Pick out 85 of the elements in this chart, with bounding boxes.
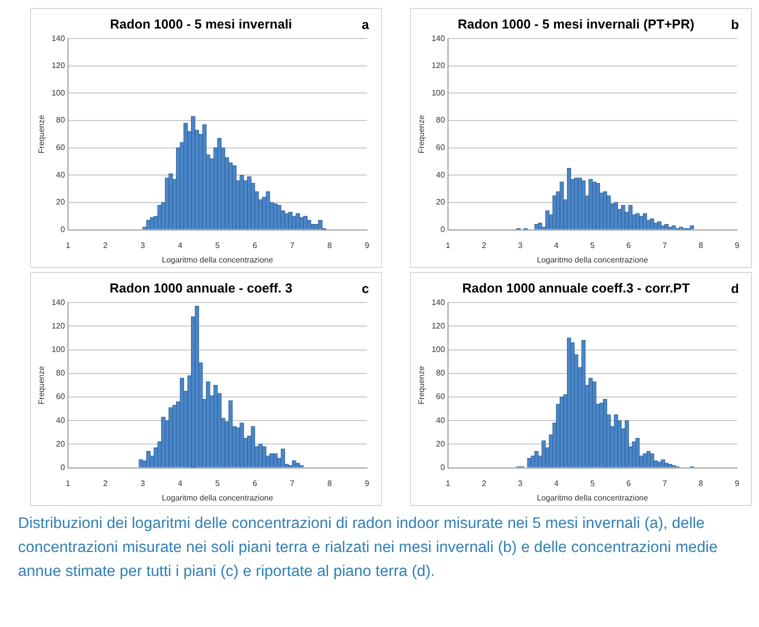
x-tick-label: 5 [215, 478, 220, 488]
text: Distribuzioni dei logaritmi delle concentrazioni di radon indoor misurate nei 5 mesi invernali (a), delle concentrazioni misurate nei soli piani terra e rialzati nei mesi invernali (b) e delle concentrazioni medie annue stimate per tutti i piani (c) e riportate al piano terra (d). [18, 514, 719, 582]
y-tick-label: 20 [436, 439, 446, 448]
y-tick-label: 40 [436, 170, 446, 180]
x-tick-label: 4 [178, 478, 183, 488]
y-tick-label: 20 [436, 198, 446, 207]
x-tick-label: 6 [252, 478, 258, 488]
x-tick-label: 8 [698, 240, 704, 250]
x-tick-label: 6 [626, 478, 632, 488]
y-tick-label: 0 [440, 225, 446, 234]
x-tick-label: 2 [103, 240, 108, 250]
x-tick-label: 9 [364, 240, 370, 250]
y-tick-label: 40 [436, 416, 446, 425]
chart-title: Radon 1000 - 5 mesi invernali [110, 16, 292, 32]
text: d [731, 281, 740, 296]
y-tick-label: 60 [436, 143, 446, 152]
text: a [362, 17, 370, 32]
x-tick-label: 7 [662, 478, 668, 488]
x-axis-title: Logaritmo della concentrazione [536, 255, 649, 264]
y-tick-label: 0 [440, 463, 446, 472]
x-tick-label: 5 [590, 240, 596, 250]
x-axis-title: Logaritmo della concentrazione [162, 493, 274, 502]
y-tick-label: 120 [52, 61, 66, 70]
x-tick-label: 6 [626, 240, 632, 250]
x-tick-label: 3 [518, 240, 523, 250]
y-tick-label: 100 [432, 345, 446, 354]
y-axis-title: Frequenze [417, 114, 426, 154]
x-tick-label: 2 [482, 478, 487, 488]
y-tick-label: 140 [52, 298, 66, 307]
text: c [362, 281, 369, 296]
x-tick-label: 1 [66, 240, 71, 250]
y-tick-label: 120 [432, 321, 446, 330]
x-tick-label: 9 [734, 478, 740, 488]
y-tick-label: 120 [52, 321, 66, 330]
x-tick-label: 7 [290, 478, 296, 488]
x-tick-label: 9 [734, 240, 740, 250]
x-tick-label: 7 [662, 240, 668, 250]
y-tick-label: 20 [56, 439, 66, 448]
y-tick-label: 60 [436, 392, 446, 402]
y-tick-label: 80 [56, 116, 66, 125]
x-tick-label: 4 [178, 240, 183, 250]
y-tick-label: 80 [436, 368, 446, 378]
chart-title: Radon 1000 annuale - coeff. 3 [110, 280, 292, 296]
x-axis-title: Logaritmo della concentrazione [536, 493, 649, 502]
x-tick-label: 1 [446, 240, 451, 250]
y-tick-label: 20 [56, 198, 66, 207]
y-tick-label: 0 [60, 225, 66, 234]
y-tick-label: 80 [56, 368, 66, 378]
y-tick-label: 40 [56, 416, 66, 425]
x-tick-label: 7 [290, 240, 296, 250]
y-tick-label: 60 [56, 392, 66, 402]
x-tick-label: 4 [554, 478, 560, 488]
y-tick-label: 140 [432, 34, 446, 43]
y-tick-label: 0 [60, 463, 66, 472]
x-tick-label: 3 [518, 478, 523, 488]
chart-title: Radon 1000 - 5 mesi invernali (PT+PR) [458, 16, 694, 32]
x-tick-label: 6 [252, 240, 258, 250]
x-axis-title: Logaritmo della concentrazione [162, 255, 274, 264]
y-tick-label: 100 [52, 88, 66, 98]
y-tick-label: 100 [52, 345, 66, 354]
x-tick-label: 2 [103, 478, 108, 488]
y-tick-label: 140 [432, 298, 446, 307]
y-tick-label: 100 [432, 88, 446, 98]
x-tick-label: 1 [66, 478, 71, 488]
text: b [731, 17, 740, 32]
x-tick-label: 1 [446, 478, 451, 488]
chart-title: Radon 1000 annuale coeff.3 - corr.PT [462, 280, 690, 296]
x-tick-label: 2 [482, 240, 487, 250]
y-tick-label: 40 [56, 170, 66, 180]
y-tick-label: 80 [436, 116, 446, 125]
x-tick-label: 5 [215, 240, 220, 250]
x-tick-label: 8 [698, 478, 704, 488]
x-tick-label: 9 [364, 478, 370, 488]
y-tick-label: 120 [432, 61, 446, 70]
y-tick-label: 60 [56, 143, 66, 152]
y-tick-label: 140 [52, 34, 66, 43]
y-axis-title: Frequenze [417, 366, 426, 404]
x-tick-label: 8 [327, 240, 332, 250]
x-tick-label: 8 [327, 478, 332, 488]
x-tick-label: 3 [140, 240, 146, 250]
y-axis-title: Frequenze [37, 114, 46, 154]
y-axis-title: Frequenze [37, 366, 46, 404]
x-tick-label: 3 [140, 478, 146, 488]
x-tick-label: 5 [590, 478, 596, 488]
x-tick-label: 4 [554, 240, 560, 250]
